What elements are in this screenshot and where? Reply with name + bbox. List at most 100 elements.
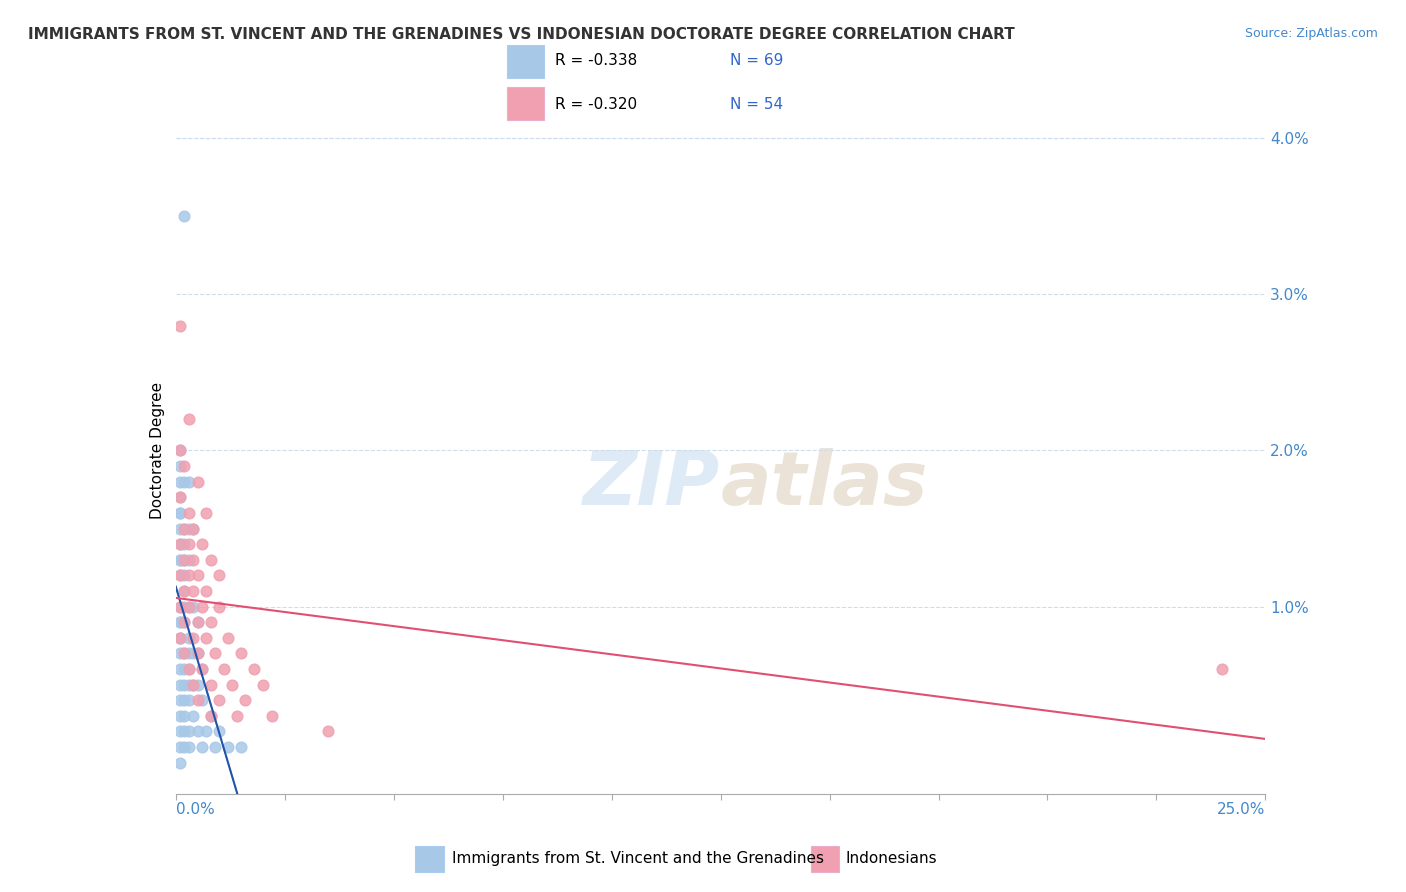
Point	[177, 475, 200, 489]
Point	[173, 475, 195, 489]
Point	[173, 599, 195, 614]
Point	[177, 662, 200, 676]
Text: Immigrants from St. Vincent and the Grenadines: Immigrants from St. Vincent and the Gren…	[453, 851, 824, 865]
Point	[173, 646, 195, 660]
Point	[169, 615, 191, 630]
Point	[186, 693, 209, 707]
Point	[217, 740, 239, 755]
Point	[177, 537, 200, 551]
Text: Indonesians: Indonesians	[846, 851, 938, 865]
Point	[173, 646, 195, 660]
Point	[243, 662, 266, 676]
Point	[177, 693, 200, 707]
Text: Source: ZipAtlas.com: Source: ZipAtlas.com	[1244, 27, 1378, 40]
Point	[181, 599, 204, 614]
Point	[169, 318, 191, 333]
Point	[173, 584, 195, 599]
Point	[169, 552, 191, 567]
Point	[191, 662, 214, 676]
Point	[181, 631, 204, 645]
Point	[177, 724, 200, 739]
Point	[191, 537, 214, 551]
Point	[173, 740, 195, 755]
Point	[252, 678, 274, 692]
Point	[177, 521, 200, 535]
Point	[235, 693, 257, 707]
Point	[169, 646, 191, 660]
Point	[181, 521, 204, 535]
Point	[169, 443, 191, 458]
Point	[177, 662, 200, 676]
Point	[177, 506, 200, 520]
Point	[169, 459, 191, 474]
Point	[169, 662, 191, 676]
Point	[186, 646, 209, 660]
Point	[204, 740, 226, 755]
Point	[169, 631, 191, 645]
Point	[177, 599, 200, 614]
Point	[169, 490, 191, 504]
Point	[191, 693, 214, 707]
Point	[173, 568, 195, 582]
Point	[208, 568, 231, 582]
Point	[231, 646, 253, 660]
Point	[169, 506, 191, 520]
Y-axis label: Doctorate Degree: Doctorate Degree	[149, 382, 165, 519]
Point	[1211, 662, 1233, 676]
Point	[195, 724, 218, 739]
Point	[195, 631, 218, 645]
Point	[169, 568, 191, 582]
FancyBboxPatch shape	[506, 45, 544, 78]
Point	[181, 708, 204, 723]
Point	[173, 521, 195, 535]
Point	[208, 724, 231, 739]
Text: N = 69: N = 69	[730, 54, 783, 69]
Point	[177, 552, 200, 567]
Point	[173, 552, 195, 567]
Point	[169, 631, 191, 645]
Point	[169, 599, 191, 614]
Point	[177, 678, 200, 692]
Point	[181, 678, 204, 692]
Point	[177, 412, 200, 426]
FancyBboxPatch shape	[415, 846, 444, 872]
Point	[177, 631, 200, 645]
Point	[186, 615, 209, 630]
Point	[191, 740, 214, 755]
Point	[195, 506, 218, 520]
Point	[200, 615, 222, 630]
Point	[173, 521, 195, 535]
Point	[208, 599, 231, 614]
Text: 25.0%: 25.0%	[1218, 802, 1265, 816]
Point	[169, 678, 191, 692]
Point	[169, 490, 191, 504]
Point	[186, 615, 209, 630]
Point	[169, 506, 191, 520]
Point	[173, 615, 195, 630]
Point	[169, 724, 191, 739]
Point	[173, 584, 195, 599]
Point	[169, 740, 191, 755]
Point	[173, 693, 195, 707]
Point	[231, 740, 253, 755]
Point	[181, 646, 204, 660]
Point	[173, 708, 195, 723]
Point	[169, 756, 191, 770]
Point	[169, 568, 191, 582]
Point	[191, 662, 214, 676]
Point	[173, 459, 195, 474]
Point	[225, 708, 247, 723]
Point	[169, 443, 191, 458]
Point	[169, 552, 191, 567]
Point	[212, 662, 235, 676]
Point	[173, 724, 195, 739]
Text: R = -0.320: R = -0.320	[555, 96, 637, 112]
Point	[169, 693, 191, 707]
Point	[200, 552, 222, 567]
Point	[169, 521, 191, 535]
Point	[169, 708, 191, 723]
Point	[191, 599, 214, 614]
Text: R = -0.338: R = -0.338	[555, 54, 637, 69]
Point	[177, 599, 200, 614]
Point	[200, 708, 222, 723]
